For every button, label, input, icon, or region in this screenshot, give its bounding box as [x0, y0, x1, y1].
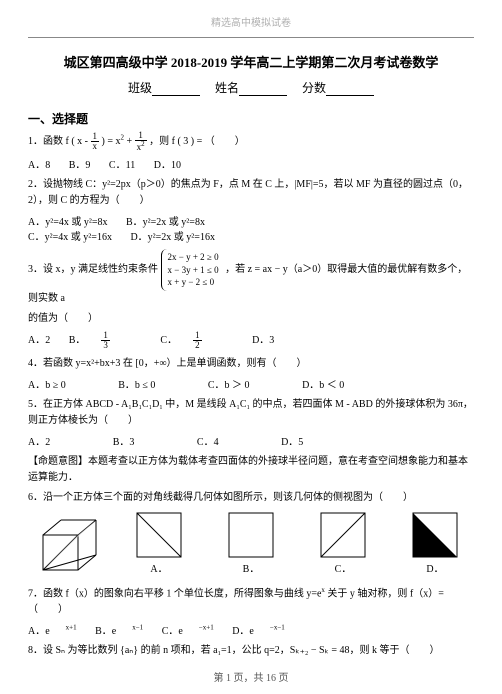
- q7-stem-a: 7．函数 f（x）的图象向右平移 1 个单位长度，所得图象与曲线 y=e: [28, 588, 321, 599]
- sys-line-1: 2x − y + 2 ≥ 0: [168, 251, 219, 264]
- watermark: 精选高中模拟试卷: [28, 14, 474, 29]
- q3-options: A．2 B．13 C．12 D．3: [28, 331, 474, 350]
- sys-line-2: x − 3y + 1 ≤ 0: [168, 264, 219, 277]
- triangle-icon: [412, 512, 458, 558]
- opt-b-shape[interactable]: B．: [212, 512, 290, 575]
- opt-d[interactable]: D．5: [281, 433, 303, 448]
- label-name: 姓名: [215, 81, 239, 95]
- question-1: 1．函数 f ( x - 1x ) = x2 + 1x2 ，则 f ( 3 ) …: [28, 131, 474, 152]
- opt-b[interactable]: B．9: [69, 156, 91, 171]
- q1-stem-a: 1．函数 f ( x -: [28, 136, 88, 147]
- frac-icon: 1x: [91, 132, 100, 151]
- opt-a-shape[interactable]: A．: [120, 512, 198, 575]
- q1-stem-d: ，则 f ( 3 ) = （ ）: [149, 136, 245, 147]
- opt-b[interactable]: B．13: [69, 331, 142, 350]
- question-6: 6．沿一个正方体三个面的对角线截得几何体如图所示，则该几何体的侧视图为（ ）: [28, 490, 474, 506]
- label-class: 班级: [128, 81, 152, 95]
- opt-a-label: A．: [120, 560, 198, 575]
- sup: 2: [120, 133, 124, 141]
- question-8: 8．设 Sₙ 为等比数列 {aₙ} 的前 n 项和，若 a₁=1，公比 q=2，…: [28, 643, 474, 659]
- opt-c[interactable]: C．12: [160, 331, 233, 350]
- frac-icon: 1x2: [135, 131, 147, 152]
- q3-stem-a: 3．设 x，y 满足线性约束条件: [28, 264, 158, 275]
- opt-b-label: B．: [212, 560, 290, 575]
- q4-options: A．b ≥ 0 B．b ≤ 0 C．b ＞ 0 D．b ＜ 0: [28, 376, 474, 391]
- opt-b[interactable]: B．ex−1: [95, 622, 143, 637]
- opt-a[interactable]: A．8: [28, 156, 50, 171]
- opt-a[interactable]: A．y²=4x 或 y²=8x: [28, 213, 108, 228]
- opt-c[interactable]: C．b ＞ 0: [208, 376, 250, 391]
- opt-c-label: C．: [304, 560, 382, 575]
- blank-class[interactable]: [152, 84, 200, 96]
- blank-score[interactable]: [326, 84, 374, 96]
- opt-c[interactable]: C．4: [197, 433, 219, 448]
- opt-c[interactable]: C．y²=4x 或 y²=16x: [28, 228, 112, 243]
- q7-options: A．ex+1 B．ex−1 C．e−x+1 D．e−x−1: [28, 622, 474, 637]
- opt-d[interactable]: D．3: [252, 331, 274, 346]
- q3-stem-c: 的值为（ ）: [28, 311, 474, 327]
- square-diag2-icon: [320, 512, 366, 558]
- label-score: 分数: [302, 81, 326, 95]
- opt-b[interactable]: B．b ≤ 0: [118, 376, 155, 391]
- opt-b[interactable]: B．3: [113, 433, 135, 448]
- blank-name[interactable]: [239, 84, 287, 96]
- question-3: 3．设 x，y 满足线性约束条件 2x − y + 2 ≥ 0 x − 3y +…: [28, 249, 474, 307]
- brace-icon: 2x − y + 2 ≥ 0 x − 3y + 1 ≤ 0 x + y − 2 …: [161, 249, 223, 291]
- opt-c-shape[interactable]: C．: [304, 512, 382, 575]
- opt-d-shape[interactable]: D．: [396, 512, 474, 575]
- opt-c[interactable]: C．e−x+1: [162, 622, 214, 637]
- page-footer: 第 1 页，共 16 页: [0, 669, 502, 684]
- opt-d[interactable]: D．10: [154, 156, 181, 171]
- question-7: 7．函数 f（x）的图象向右平移 1 个单位长度，所得图象与曲线 y=ex 关于…: [28, 585, 474, 618]
- question-5: 5．在正方体 ABCD - A₁B₁C₁D₁ 中，M 是线段 A₁C₁ 的中点，…: [28, 397, 474, 429]
- opt-a[interactable]: A．2: [28, 433, 50, 448]
- opt-c[interactable]: C．11: [109, 156, 135, 171]
- q5-options: A．2 B．3 C．4 D．5: [28, 433, 474, 448]
- info-blanks: 班级 姓名 分数: [28, 79, 474, 96]
- opt-d[interactable]: D．b ＜ 0: [302, 376, 344, 391]
- q2-options: A．y²=4x 或 y²=8x B．y²=2x 或 y²=8x C．y²=4x …: [28, 213, 474, 243]
- exam-title: 城区第四高级中学 2018-2019 学年高二上学期第二次月考试卷数学: [28, 52, 474, 71]
- sup: x: [321, 586, 325, 594]
- sys-line-3: x + y − 2 ≤ 0: [168, 276, 219, 289]
- top-rule: [28, 37, 474, 38]
- opt-a[interactable]: A．b ≥ 0: [28, 376, 66, 391]
- square-icon: [228, 512, 274, 558]
- opt-a[interactable]: A．ex+1: [28, 622, 77, 637]
- stem-figure: [28, 515, 106, 575]
- opt-d[interactable]: D．e−x−1: [232, 622, 285, 637]
- square-diag-icon: [136, 512, 182, 558]
- q1-stem-b: ) = x: [102, 136, 121, 147]
- opt-d-label: D．: [396, 560, 474, 575]
- opt-a[interactable]: A．2: [28, 331, 50, 346]
- q6-shapes: A． B． C． D．: [28, 512, 474, 575]
- question-4: 4．若函数 y=x²+bx+3 在 [0，+∞）上是单调函数，则有（ ）: [28, 356, 474, 372]
- opt-d[interactable]: D．y²=2x 或 y²=16x: [130, 228, 215, 243]
- section-1-heading: 一、选择题: [28, 110, 474, 127]
- cube-icon: [33, 515, 101, 575]
- q1-options: A．8 B．9 C．11 D．10: [28, 156, 474, 171]
- q1-stem-c: +: [126, 136, 132, 147]
- opt-b[interactable]: B．y²=2x 或 y²=8x: [126, 213, 205, 228]
- q5-note: 【命题意图】本题考查以正方体为载体考查四面体的外接球半径问题，意在考查空间想象能…: [28, 454, 474, 486]
- question-2: 2．设抛物线 C：y²=2px（p＞0）的焦点为 F，点 M 在 C 上，|MF…: [28, 177, 474, 209]
